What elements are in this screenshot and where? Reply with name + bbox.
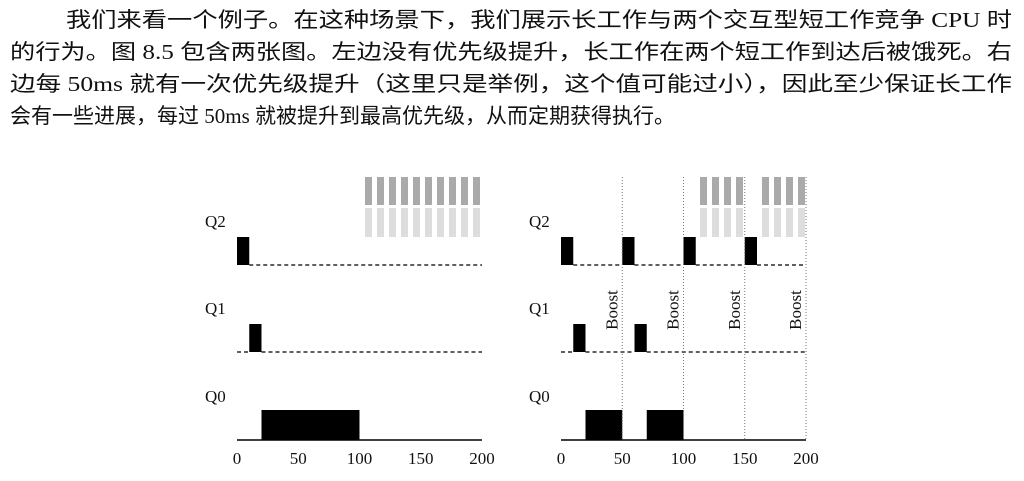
figure: Q2 Q1 Q0 0 50 100 150 200 Q2 Q1 Q0 0 50 100 150 200 Boos… xyxy=(205,177,819,468)
boost-label: Boost xyxy=(786,290,805,330)
x-tick-label: 150 xyxy=(732,449,758,468)
stripe xyxy=(712,177,719,205)
stripe xyxy=(377,208,384,237)
job-block xyxy=(561,237,574,265)
job-block xyxy=(622,237,635,265)
queue-label: Q0 xyxy=(529,387,550,406)
paragraph-line: 会有一些进展，每过 50ms 就被提升到最高优先级，从而定期获得执行。 xyxy=(10,104,675,128)
queue-label: Q1 xyxy=(529,299,550,318)
job-block xyxy=(573,324,586,352)
stripe xyxy=(437,177,444,205)
queue-label: Q1 xyxy=(205,299,226,318)
stripe xyxy=(401,208,408,237)
stripe xyxy=(389,177,396,205)
stripe xyxy=(762,177,769,205)
stripe xyxy=(712,208,719,237)
stripe xyxy=(736,177,743,205)
paragraph-line: 边每 50ms 就有一次优先级提升（这里只是举例，这个值可能过小），因此至少保证… xyxy=(10,72,1012,96)
stripe xyxy=(786,208,793,237)
x-tick-label: 200 xyxy=(793,449,819,468)
x-tick-label: 150 xyxy=(408,449,434,468)
stripe xyxy=(365,177,372,205)
job-block xyxy=(744,237,757,265)
job-block xyxy=(646,410,684,440)
stripe xyxy=(425,208,432,237)
stripe xyxy=(786,177,793,205)
stripe xyxy=(365,208,372,237)
stripe xyxy=(798,177,805,205)
stripe xyxy=(389,208,396,237)
job-block xyxy=(261,410,360,440)
stripe xyxy=(724,177,731,205)
stripe xyxy=(473,177,480,205)
paragraph-line: 的行为。图 8.5 包含两张图。左边没有优先级提升，长工作在两个短工作到达后被饿… xyxy=(10,40,1012,64)
stripe xyxy=(798,208,805,237)
stripe xyxy=(377,177,384,205)
stripe xyxy=(762,208,769,237)
stripe xyxy=(736,208,743,237)
stripe xyxy=(461,208,468,237)
boost-label: Boost xyxy=(664,290,683,330)
x-tick-label: 50 xyxy=(614,449,631,468)
stripe xyxy=(774,208,781,237)
x-tick-label: 0 xyxy=(233,449,242,468)
stripe xyxy=(413,208,420,237)
stripe xyxy=(413,177,420,205)
x-tick-label: 200 xyxy=(469,449,495,468)
job-block xyxy=(683,237,696,265)
stripe xyxy=(401,177,408,205)
stripe xyxy=(437,208,444,237)
stripe xyxy=(724,208,731,237)
x-tick-label: 100 xyxy=(347,449,373,468)
stripe xyxy=(774,177,781,205)
queue-label: Q2 xyxy=(529,212,550,231)
stripe xyxy=(700,177,707,205)
queue-label: Q2 xyxy=(205,212,226,231)
queue-label: Q0 xyxy=(205,387,226,406)
job-block xyxy=(585,410,623,440)
stripe xyxy=(700,208,707,237)
x-tick-label: 0 xyxy=(557,449,566,468)
stripe xyxy=(449,208,456,237)
x-tick-label: 100 xyxy=(671,449,697,468)
stripe xyxy=(449,177,456,205)
x-tick-label: 50 xyxy=(290,449,307,468)
stripe xyxy=(425,177,432,205)
boost-label: Boost xyxy=(602,290,621,330)
job-block xyxy=(249,324,262,352)
stripe xyxy=(473,208,480,237)
job-block xyxy=(634,324,647,352)
boost-label: Boost xyxy=(725,290,744,330)
stripe xyxy=(461,177,468,205)
job-block xyxy=(237,237,250,265)
paragraph-line: 我们来看一个例子。在这种场景下，我们展示长工作与两个交互型短工作竞争 CPU 时 xyxy=(66,8,1012,32)
